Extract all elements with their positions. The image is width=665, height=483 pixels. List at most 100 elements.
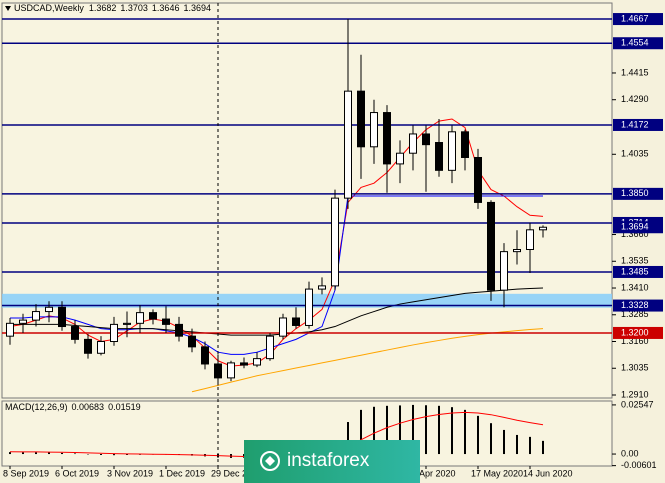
- y-tick-label: 1.3035: [621, 363, 649, 373]
- level-label: 1.3200: [621, 327, 649, 337]
- level-label-bg: [613, 118, 663, 131]
- y-tick-label: 1.4415: [621, 67, 649, 77]
- macd-label: MACD(12,26,9): [5, 402, 68, 412]
- candle-body: [149, 312, 157, 320]
- macd-tick-label: 0.02547: [621, 399, 654, 409]
- candle-body: [45, 306, 53, 313]
- signal-value: 0.01519: [108, 402, 141, 412]
- candle-body: [513, 249, 521, 253]
- macd-value: 0.00683: [72, 402, 105, 412]
- y-tick-label: 1.4035: [621, 149, 649, 159]
- candle-body: [487, 201, 495, 291]
- level-label-bg: [613, 13, 663, 26]
- candle-body: [175, 323, 183, 337]
- candle-body: [266, 335, 274, 360]
- candle-body: [19, 319, 27, 324]
- y-tick-label: 1.2910: [621, 389, 649, 399]
- watermark-logo-mark: [265, 456, 275, 466]
- candle-body: [58, 306, 66, 328]
- watermark-logo: [260, 451, 280, 471]
- candle-body: [162, 318, 170, 325]
- price-label: 1.3694: [621, 222, 649, 232]
- ohlc-low: 1.3646: [152, 3, 180, 13]
- candle-body: [526, 229, 534, 251]
- macd-tick-label: -0.00601: [621, 460, 657, 470]
- chart-header: USDCAD,Weekly 1.3682 1.3703 1.3646 1.3694: [14, 3, 211, 13]
- level-label: 1.4172: [621, 119, 649, 129]
- indicator-line: [10, 195, 543, 355]
- indicator-line: [191, 328, 544, 393]
- macd-tick-label: 0.00: [621, 448, 639, 458]
- price-label-bg: [613, 221, 663, 234]
- level-label-bg: [613, 265, 663, 278]
- level-label-bg: [613, 326, 663, 339]
- candle-body: [500, 251, 508, 291]
- x-tick-label: 17 May 2020: [471, 468, 523, 478]
- candle-body: [396, 152, 404, 165]
- candle-body: [448, 131, 456, 171]
- level-label-bg: [613, 37, 663, 50]
- candle-body: [474, 156, 482, 203]
- y-tick-label: 1.4290: [621, 94, 649, 104]
- candle-body: [409, 133, 417, 154]
- indicator-line: [9, 118, 544, 367]
- y-tick-label: 1.3410: [621, 282, 649, 292]
- candle-body: [227, 362, 235, 379]
- candle-body: [305, 288, 313, 326]
- x-tick-label: 8 Sep 2019: [3, 468, 49, 478]
- x-tick-label: 1 Dec 2019: [159, 468, 205, 478]
- level-label: 1.3850: [621, 188, 649, 198]
- level-label: 1.4667: [621, 13, 649, 23]
- candle-body: [292, 317, 300, 326]
- candle-body: [32, 311, 40, 321]
- ohlc-high: 1.3703: [120, 3, 148, 13]
- y-tick-label: 1.3660: [621, 229, 649, 239]
- ohlc-close: 1.3694: [183, 3, 211, 13]
- x-tick-label: Apr 2020: [419, 468, 456, 478]
- y-tick-label: 1.3535: [621, 256, 649, 266]
- level-label: 1.3485: [621, 266, 649, 276]
- candle-body: [357, 90, 365, 148]
- level-label: 1.3328: [621, 300, 649, 310]
- candle-body: [201, 346, 209, 365]
- level-label-bg: [613, 187, 663, 200]
- candle-body: [370, 112, 378, 148]
- candle-body: [97, 341, 105, 354]
- candle-body: [6, 322, 14, 337]
- price-panel: [1, 2, 613, 399]
- x-tick-label: 3 Nov 2019: [107, 468, 153, 478]
- candle-body: [344, 90, 352, 199]
- candle-body: [123, 322, 131, 325]
- indicator-line: [10, 287, 544, 336]
- macd-header: MACD(12,26,9) 0.00683 0.01519: [5, 402, 141, 412]
- x-tick-label: 6 Oct 2019: [55, 468, 99, 478]
- y-tick-label: 1.3285: [621, 309, 649, 319]
- watermark-banner: instaforex: [244, 440, 420, 483]
- candle-body: [110, 323, 118, 343]
- candle-body: [318, 285, 326, 290]
- candle-body: [71, 326, 79, 340]
- x-tick-label: 14 Jun 2020: [523, 468, 573, 478]
- candle-body: [383, 112, 391, 165]
- candle-body: [84, 338, 92, 354]
- x-tick-label: 29 Dec 2019: [211, 468, 262, 478]
- candle-body: [422, 133, 430, 146]
- candle-body: [331, 197, 339, 287]
- candle-body: [253, 358, 261, 366]
- chart-title: USDCAD,Weekly: [14, 3, 84, 13]
- candle-body: [136, 312, 144, 324]
- watermark-text: instaforex: [287, 450, 370, 471]
- candle-body: [539, 226, 547, 231]
- ohlc-open: 1.3682: [89, 3, 117, 13]
- candle-body: [279, 317, 287, 337]
- y-tick-label: 1.3160: [621, 336, 649, 346]
- candle-body: [188, 335, 196, 348]
- candle-body: [461, 131, 469, 158]
- candle-body: [435, 142, 443, 171]
- level-label: 1.4554: [621, 38, 649, 48]
- level-label-bg: [613, 299, 663, 312]
- x-labels: 8 Sep 2019 6 Oct 2019 3 Nov 2019 1 Dec 2019…: [3, 466, 573, 478]
- candle-body: [240, 362, 248, 366]
- menu-triangle: [5, 6, 11, 11]
